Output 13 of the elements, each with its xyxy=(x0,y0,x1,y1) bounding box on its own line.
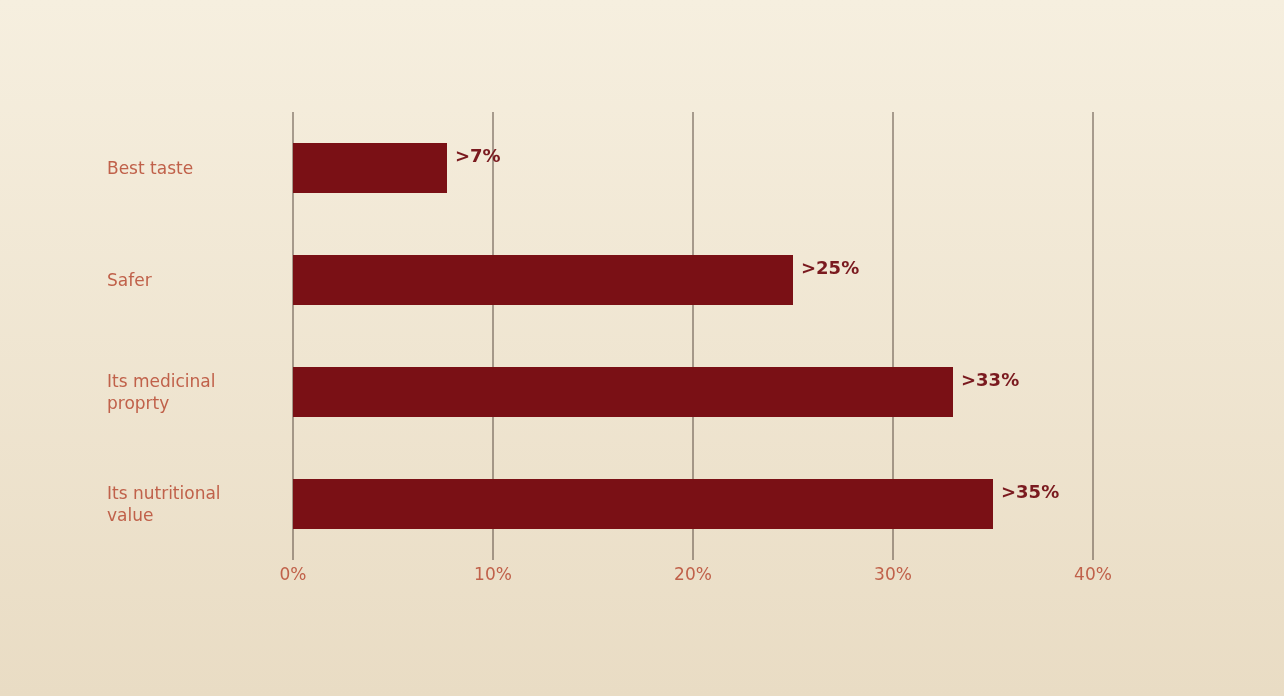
y-tick-label: Safer xyxy=(107,270,152,290)
x-tick-label: 0% xyxy=(279,564,307,585)
x-tick-label: 30% xyxy=(874,564,912,585)
x-tick-label: 40% xyxy=(1074,564,1112,585)
y-tick-label: Its medicinal proprty xyxy=(107,371,216,413)
data-label: >25% xyxy=(801,256,860,278)
x-tick-label: 10% xyxy=(474,564,512,585)
y-tick-label: Its nutritional value xyxy=(107,483,221,525)
data-label: >35% xyxy=(1001,480,1060,502)
data-label: >33% xyxy=(961,368,1020,390)
data-label: >7% xyxy=(455,144,501,166)
x-tick-label: 20% xyxy=(674,564,712,585)
y-tick-label: Best taste xyxy=(107,158,194,178)
